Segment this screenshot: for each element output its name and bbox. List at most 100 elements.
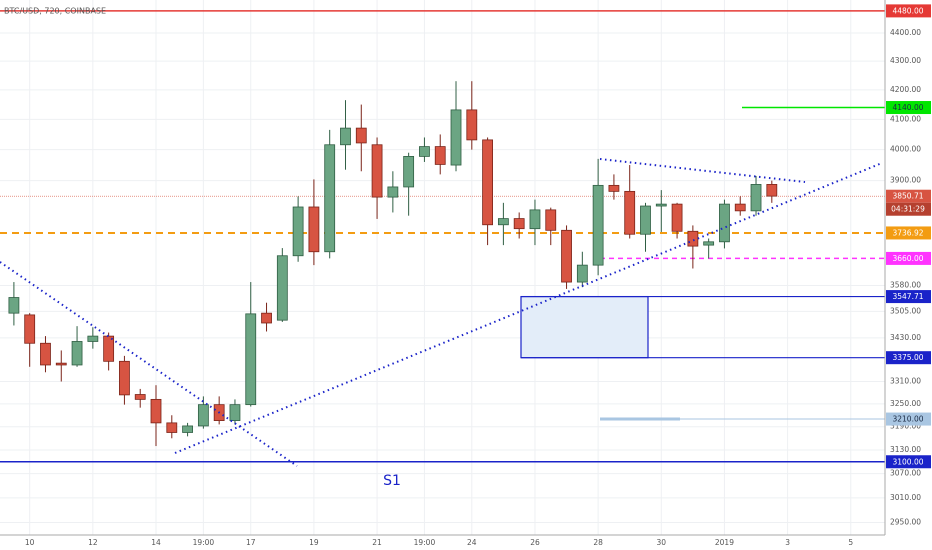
candle-body: [450, 109, 462, 166]
x-tick-label: 3: [785, 538, 790, 547]
x-tick-label: 24: [467, 538, 477, 547]
price-badge-label: 4480.00: [892, 6, 923, 15]
candle-body: [324, 144, 336, 253]
candle-body: [719, 203, 730, 243]
x-tick-label: 26: [530, 538, 540, 547]
candle-body: [750, 184, 762, 212]
price-badge: [886, 412, 931, 426]
candle-body: [545, 209, 557, 231]
candle-body: [24, 314, 36, 344]
candle-body: [40, 342, 51, 366]
x-tick-label: 19: [309, 538, 319, 547]
candle-body: [419, 146, 430, 157]
y-tick-label: 3580.00: [890, 280, 921, 289]
price-badge: [886, 226, 931, 240]
candle-body: [703, 241, 715, 246]
y-tick-label: 3250.00: [890, 399, 921, 408]
chart-title: BTC/USD, 720, COINBASE: [4, 7, 106, 16]
x-tick-label: 17: [246, 538, 256, 547]
candle-body: [403, 156, 415, 188]
candle-body: [245, 313, 257, 406]
trend-line: [0, 261, 298, 467]
price-badge: [886, 4, 931, 18]
y-tick-label: 3310.00: [890, 376, 921, 385]
price-badge-label: 3736.92: [892, 228, 923, 237]
candle-body: [387, 186, 399, 198]
y-tick-label: 3070.00: [890, 469, 921, 478]
y-tick-label: 3430.00: [890, 333, 921, 342]
y-tick-label: 3190.00: [890, 422, 921, 431]
candle-body: [434, 146, 446, 165]
candle-body: [166, 422, 178, 433]
axis-labels: 2950.00 3010.00 3070.00 3130.00 3190.00 3250.…: [25, 4, 931, 547]
candle-body: [561, 229, 572, 283]
candle-body: [134, 394, 146, 400]
price-badge-label: 3547.71: [892, 292, 923, 301]
x-tick-label: 5: [848, 538, 853, 547]
candle-body: [261, 312, 272, 324]
y-tick-label: 2950.00: [890, 517, 921, 526]
y-tick-label: 4400.00: [890, 28, 921, 37]
x-tick-label: 10: [25, 538, 35, 547]
x-tick-label: 12: [88, 538, 98, 547]
grid: [0, 0, 885, 535]
y-tick-label: 3010.00: [890, 493, 921, 502]
candle-body: [529, 209, 541, 230]
countdown: 04:31:29: [891, 205, 925, 214]
candle-body: [197, 404, 209, 427]
drawings: [0, 158, 883, 467]
price-badge-label: 4140.00: [892, 103, 923, 112]
x-tick-label: 30: [657, 538, 667, 547]
candle-body: [308, 206, 320, 253]
y-tick-label: 3505.00: [890, 306, 921, 315]
price-badge: [886, 290, 931, 304]
y-tick-label: 3130.00: [890, 445, 921, 454]
candle-body: [355, 127, 367, 144]
candle-body: [482, 139, 493, 226]
price-badge: [886, 101, 931, 115]
candle-body: [150, 398, 162, 424]
candle-body: [55, 362, 67, 366]
candle-body: [624, 190, 636, 235]
levels: [0, 10, 885, 463]
y-tick-label: 4300.00: [890, 56, 921, 65]
candle-body: [497, 218, 509, 226]
candle-body: [182, 425, 193, 433]
x-tick-label: 28: [593, 538, 603, 547]
price-badge-label: 3100.00: [892, 457, 923, 466]
candle-body: [671, 203, 683, 232]
x-tick-label: 21: [372, 538, 382, 547]
y-tick-label: 4100.00: [890, 114, 921, 123]
y-tick-label: 4000.00: [890, 145, 921, 154]
y-tick-label: 3900.00: [890, 176, 921, 185]
price-badge-label: 3850.71: [892, 192, 923, 201]
candle-body: [766, 184, 778, 197]
candle-body: [103, 335, 115, 362]
candle-body: [466, 109, 478, 141]
price-badge: [886, 251, 931, 265]
candles: [8, 81, 778, 447]
y-tick-label: 4200.00: [890, 85, 921, 94]
candle-body: [513, 218, 525, 230]
x-tick-label: 19:00: [193, 538, 215, 547]
candle-body: [229, 404, 241, 421]
x-tick-label: 2019: [715, 538, 734, 547]
plot-area: [0, 0, 885, 535]
candle-body: [119, 360, 130, 396]
candle-body: [340, 127, 351, 146]
countdown-badge: [886, 202, 931, 216]
candle-body: [8, 297, 20, 314]
price-badge: [886, 189, 931, 203]
candle-body: [655, 203, 667, 207]
candle-body: [87, 335, 99, 342]
zone-box: [520, 295, 649, 359]
price-badge-label: 3210.00: [892, 415, 923, 424]
candle-body: [734, 203, 746, 212]
candle-body: [687, 230, 699, 247]
price-badge: [886, 351, 931, 365]
candle-body: [292, 206, 304, 257]
price-badge: [886, 455, 931, 469]
candle-body: [276, 255, 288, 321]
x-tick-label: 14: [151, 538, 161, 547]
x-tick-label: 19:00: [414, 538, 436, 547]
